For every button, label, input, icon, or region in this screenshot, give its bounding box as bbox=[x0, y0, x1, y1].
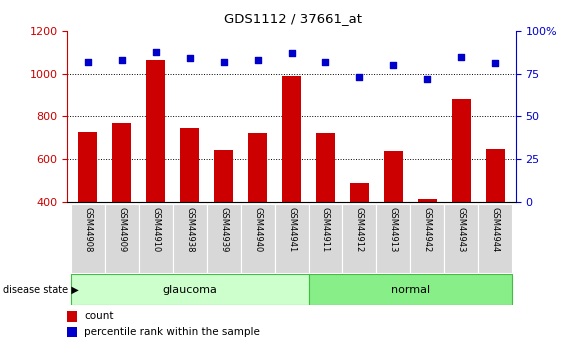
Point bbox=[151, 49, 161, 54]
Bar bbox=[71, 204, 105, 273]
Point bbox=[185, 56, 195, 61]
Bar bbox=[241, 204, 275, 273]
Bar bbox=[180, 128, 199, 202]
Text: GDS1112 / 37661_at: GDS1112 / 37661_at bbox=[224, 12, 362, 25]
Bar bbox=[105, 204, 139, 273]
Point bbox=[355, 75, 364, 80]
Bar bbox=[316, 133, 335, 202]
Point bbox=[456, 54, 466, 59]
Bar bbox=[248, 133, 267, 202]
Text: GSM44940: GSM44940 bbox=[253, 207, 262, 252]
Bar bbox=[67, 311, 77, 322]
Bar bbox=[308, 274, 512, 305]
Point bbox=[83, 59, 93, 65]
Bar bbox=[486, 149, 505, 202]
Text: glaucoma: glaucoma bbox=[162, 285, 217, 295]
Point bbox=[389, 62, 398, 68]
Text: GSM44939: GSM44939 bbox=[219, 207, 228, 253]
Point bbox=[287, 50, 296, 56]
Bar bbox=[308, 204, 342, 273]
Text: disease state ▶: disease state ▶ bbox=[3, 285, 79, 295]
Bar bbox=[214, 150, 233, 202]
Text: normal: normal bbox=[391, 285, 430, 295]
Point bbox=[490, 61, 500, 66]
Text: GSM44941: GSM44941 bbox=[287, 207, 296, 252]
Text: GSM44910: GSM44910 bbox=[151, 207, 160, 252]
Text: GSM44912: GSM44912 bbox=[355, 207, 364, 252]
Point bbox=[253, 57, 263, 63]
Bar bbox=[275, 204, 308, 273]
Bar bbox=[79, 132, 97, 202]
Bar bbox=[410, 204, 444, 273]
Text: GSM44938: GSM44938 bbox=[185, 207, 194, 253]
Text: GSM44909: GSM44909 bbox=[117, 207, 126, 252]
Point bbox=[219, 59, 229, 65]
Bar bbox=[207, 204, 241, 273]
Text: percentile rank within the sample: percentile rank within the sample bbox=[84, 327, 260, 337]
Point bbox=[321, 59, 330, 65]
Point bbox=[117, 57, 127, 63]
Bar bbox=[282, 76, 301, 202]
Bar bbox=[350, 183, 369, 202]
Bar bbox=[173, 204, 207, 273]
Bar bbox=[342, 204, 376, 273]
Bar bbox=[139, 204, 173, 273]
Bar bbox=[452, 99, 471, 202]
Bar bbox=[478, 204, 512, 273]
Text: GSM44908: GSM44908 bbox=[83, 207, 92, 253]
Bar bbox=[71, 274, 308, 305]
Bar bbox=[146, 60, 165, 202]
Text: GSM44943: GSM44943 bbox=[457, 207, 466, 253]
Text: GSM44942: GSM44942 bbox=[423, 207, 432, 252]
Bar bbox=[376, 204, 410, 273]
Text: GSM44944: GSM44944 bbox=[491, 207, 500, 252]
Bar bbox=[418, 199, 437, 202]
Bar bbox=[67, 327, 77, 337]
Bar bbox=[444, 204, 478, 273]
Text: GSM44911: GSM44911 bbox=[321, 207, 330, 252]
Bar bbox=[384, 151, 403, 202]
Text: count: count bbox=[84, 312, 114, 321]
Point bbox=[423, 76, 432, 82]
Text: GSM44913: GSM44913 bbox=[389, 207, 398, 253]
Bar bbox=[113, 123, 131, 202]
